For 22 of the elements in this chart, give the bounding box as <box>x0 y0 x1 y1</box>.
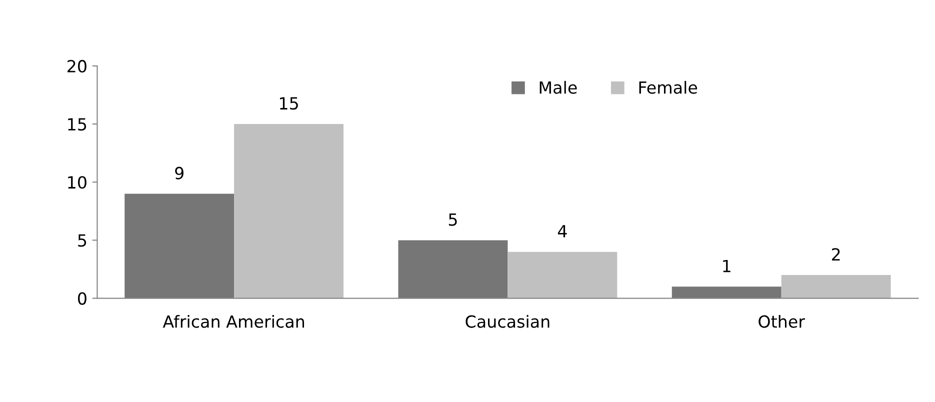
data-label: 2 <box>832 248 840 260</box>
bar <box>234 124 344 298</box>
bar <box>508 252 618 298</box>
data-label: 4 <box>558 225 567 238</box>
bar <box>124 194 234 298</box>
legend-label: Female <box>639 80 698 94</box>
y-tick-label: 10 <box>68 176 86 189</box>
y-tick-label: 20 <box>68 60 86 72</box>
data-label: 5 <box>448 213 457 226</box>
legend-label: Male <box>540 80 577 94</box>
x-tick-label: Caucasian <box>466 314 550 328</box>
y-tick-label: 5 <box>78 234 86 247</box>
x-tick-label: African American <box>162 314 304 328</box>
data-label: 15 <box>280 97 298 110</box>
bar <box>672 286 782 298</box>
x-tick-label: Other <box>758 314 806 328</box>
bar <box>398 240 508 298</box>
bar <box>781 275 891 298</box>
y-tick-label: 0 <box>78 292 86 305</box>
data-label: 9 <box>175 166 184 180</box>
data-label: 1 <box>723 260 730 272</box>
y-tick-label: 15 <box>68 118 86 131</box>
